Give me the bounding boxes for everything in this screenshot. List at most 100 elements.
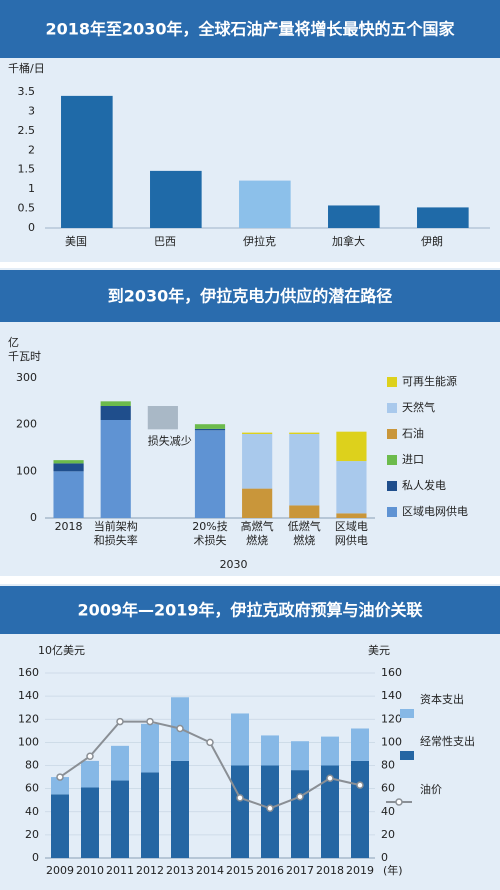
y-tick-label: 120 — [18, 712, 39, 725]
bar-segment — [336, 513, 367, 518]
y-tick-label: 100 — [16, 464, 37, 477]
line-marker — [206, 738, 214, 747]
bar — [328, 205, 380, 228]
bar-segment — [242, 434, 273, 489]
line-marker — [86, 752, 94, 760]
bar-segment — [100, 406, 131, 420]
bar-segment — [321, 736, 339, 766]
legend-label: 经常性支出 — [420, 734, 475, 748]
y-tick-label: 1.5 — [18, 163, 36, 176]
y-tick-label: 0 — [32, 851, 39, 864]
legend-swatch — [387, 377, 397, 387]
y-tick-label: 80 — [25, 759, 39, 772]
y-unit: 亿 千瓦时 — [8, 336, 41, 363]
x-tick-label: 2011 — [106, 864, 134, 877]
y-tick-label: 140 — [381, 689, 402, 702]
bar-segment — [351, 728, 369, 761]
bar-segment — [231, 765, 249, 858]
y-tick-label: 20 — [25, 828, 39, 841]
bar-segment — [194, 428, 226, 431]
x-tick-label: 2018 — [316, 864, 344, 877]
bar-segment — [351, 760, 369, 858]
bar-segment — [291, 741, 309, 771]
chart-title: 到2030年，伊拉克电力供应的潜在路径 — [108, 287, 393, 306]
legend-swatch — [400, 709, 414, 718]
legend-swatch — [387, 507, 397, 517]
bar-segment — [51, 777, 69, 795]
bar-segment — [53, 460, 84, 464]
bar-segment — [171, 760, 189, 858]
x-tick-label: 2015 — [226, 864, 254, 877]
line-marker — [296, 792, 304, 801]
y-tick-label: 100 — [18, 735, 39, 748]
bar-segment — [261, 735, 279, 766]
y-tick-label: 300 — [16, 371, 37, 384]
bar-segment — [289, 432, 320, 434]
bar-segment — [81, 787, 99, 858]
bar — [417, 207, 469, 228]
y-tick-label: 0.5 — [18, 202, 36, 215]
bar-segment — [100, 420, 131, 518]
y-tick-label: 0 — [30, 511, 37, 524]
x-tick-label: 伊拉克 — [243, 234, 276, 248]
y-tick-label: 100 — [381, 735, 402, 748]
x-tick-label: 加拿大 — [332, 234, 365, 248]
x-tick-label: 2017 — [286, 864, 314, 877]
y-tick-label: 0 — [28, 221, 35, 234]
title-banner — [0, 0, 500, 58]
line-marker — [176, 724, 184, 733]
bar — [239, 180, 291, 228]
bar-segment — [242, 488, 273, 518]
y-tick-label: 80 — [381, 759, 395, 772]
x-tick-label: 20%技 术损失 — [192, 520, 228, 547]
bar-segment — [100, 401, 131, 406]
line-marker — [356, 781, 364, 789]
bar-segment — [321, 765, 339, 858]
title-banner — [0, 586, 500, 634]
bar-segment — [336, 461, 367, 514]
y-tick-label: 40 — [25, 805, 39, 818]
y-tick-label: 3 — [28, 104, 35, 117]
legend-label: 区域电网供电 — [402, 504, 468, 518]
line-marker — [56, 773, 64, 781]
x-tick-label: 2019 — [346, 864, 374, 877]
x-tick-label: 低燃气 燃烧 — [287, 520, 321, 547]
x-tick-label: 2009 — [46, 864, 74, 877]
bar-segment — [289, 505, 320, 518]
bar-segment — [51, 794, 69, 858]
x-tick-label: 2013 — [166, 864, 194, 877]
chart-title: 2009年—2019年，伊拉克政府预算与油价关联 — [77, 601, 422, 620]
bar-segment — [53, 463, 84, 472]
bar — [150, 170, 202, 228]
bar-segment — [111, 780, 129, 858]
x-tick-label: 2014 — [196, 864, 224, 877]
bar-segment — [194, 424, 226, 429]
x-tick-label: 区域电 网供电 — [334, 520, 368, 547]
x-tick-label: 2016 — [256, 864, 284, 877]
legend-label: 油价 — [420, 782, 442, 796]
y-tick-label: 160 — [18, 666, 39, 679]
bar-segment — [242, 432, 273, 434]
y-tick-label: 2 — [28, 143, 35, 156]
line-marker — [146, 717, 154, 726]
legend-label: 私人发电 — [402, 478, 446, 492]
bar-segment — [111, 745, 129, 781]
y-tick-label: 120 — [381, 712, 402, 725]
y-tick-label: 160 — [381, 666, 402, 679]
line-marker — [236, 794, 244, 802]
legend-swatch — [387, 403, 397, 413]
line-marker — [116, 717, 124, 726]
y-tick-label: 60 — [25, 782, 39, 795]
legend-label: 天然气 — [402, 400, 435, 414]
y-tick-label: 40 — [381, 805, 395, 818]
legend-swatch — [400, 751, 414, 760]
x-tick-label: 2010 — [76, 864, 104, 877]
line-marker — [266, 804, 274, 813]
x-tick-label: 当前架构 和损失率 — [93, 520, 138, 547]
bar-segment — [53, 471, 84, 518]
bar-segment — [289, 434, 320, 506]
x-tick-label: 伊朗 — [421, 235, 443, 248]
y-tick-label: 2.5 — [18, 124, 36, 137]
